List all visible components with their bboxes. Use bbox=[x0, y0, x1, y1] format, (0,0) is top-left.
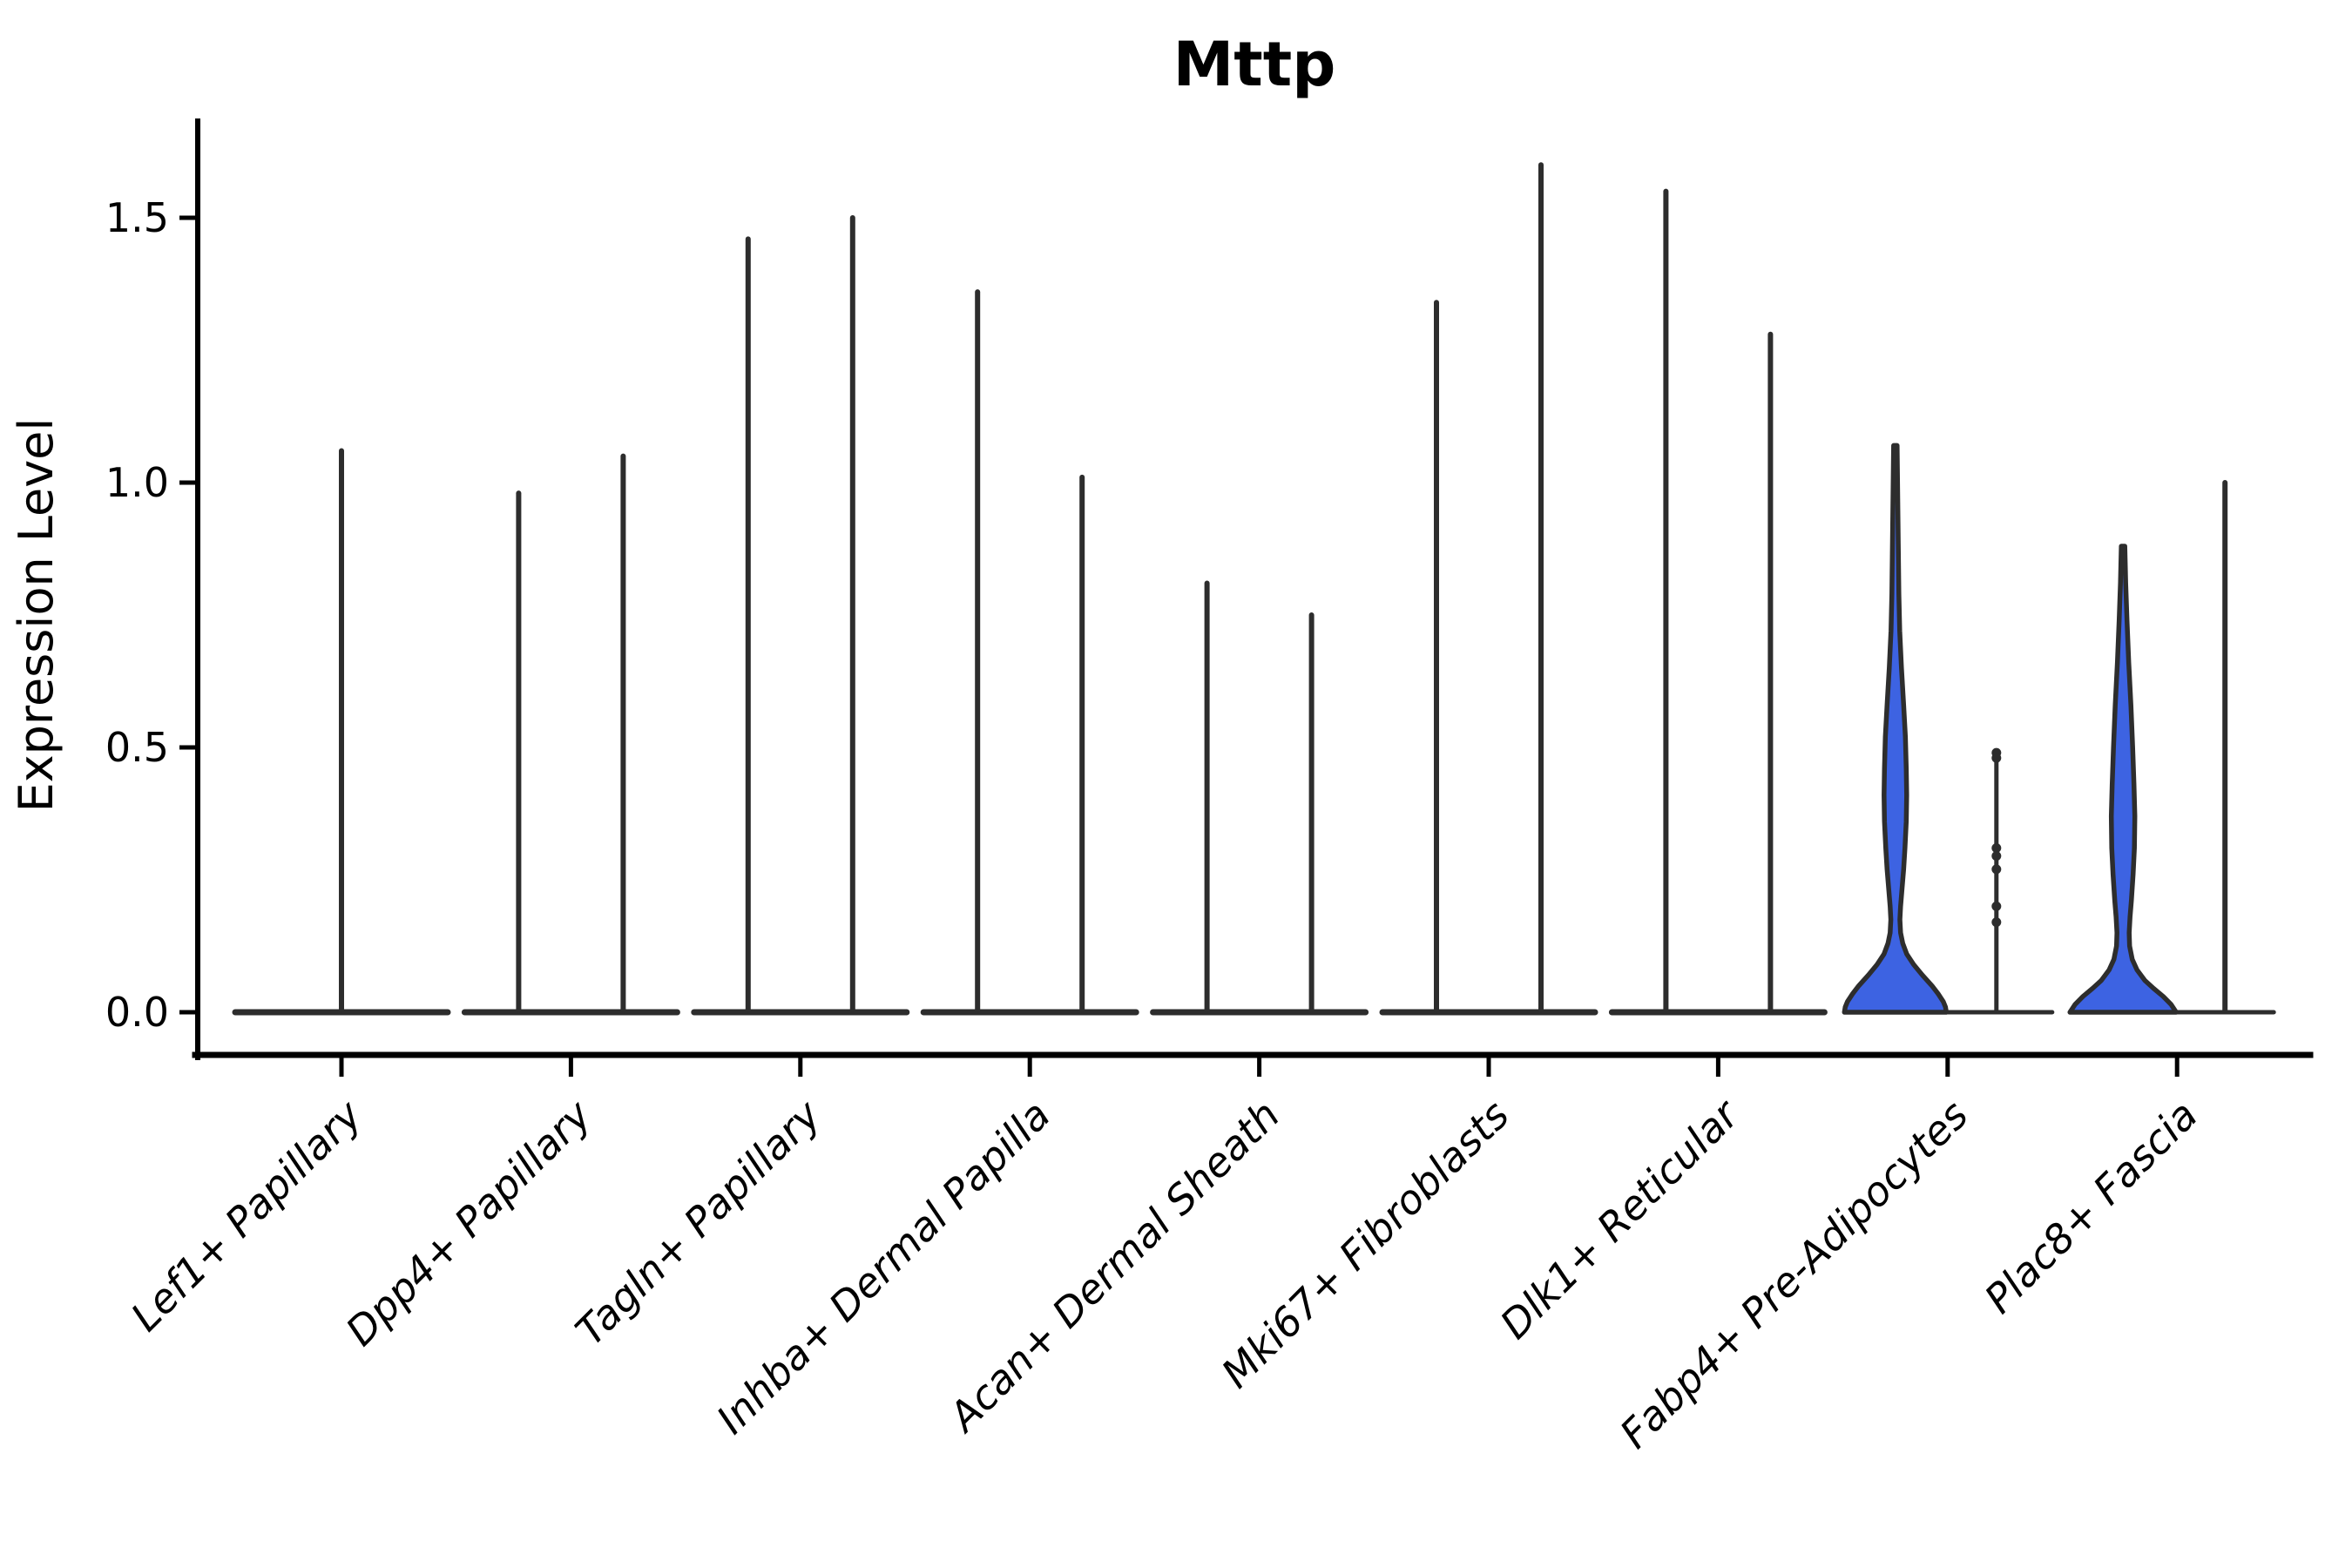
y-tick-label: 1.0 bbox=[105, 459, 169, 506]
y-tick-label: 0.0 bbox=[105, 989, 169, 1036]
filled-violin bbox=[1842, 443, 1950, 1015]
jitter-point bbox=[1991, 851, 2002, 862]
filled-violin bbox=[2067, 544, 2179, 1015]
jitter-point bbox=[1991, 917, 2002, 928]
x-axis-label: Dpp4+ Papillary bbox=[337, 1091, 601, 1355]
y-tick-label: 0.5 bbox=[105, 724, 169, 771]
jitter-point bbox=[1991, 864, 2002, 875]
jitter-point bbox=[1991, 901, 2002, 911]
jitter-point bbox=[1991, 753, 2002, 763]
jitter-point bbox=[1991, 843, 2002, 854]
x-axis-label: Plac8+ Fascia bbox=[1976, 1092, 2207, 1322]
y-tick-label: 1.5 bbox=[105, 194, 169, 241]
y-axis-title: Expression Level bbox=[9, 418, 64, 813]
x-axis-label: Tagln+ Papillary bbox=[566, 1091, 830, 1355]
x-axis-label: Lef1+ Papillary bbox=[122, 1091, 371, 1340]
x-axis-label: Dlk1+ Reticular bbox=[1491, 1089, 1750, 1348]
chart-title: Mttp bbox=[1173, 29, 1336, 100]
